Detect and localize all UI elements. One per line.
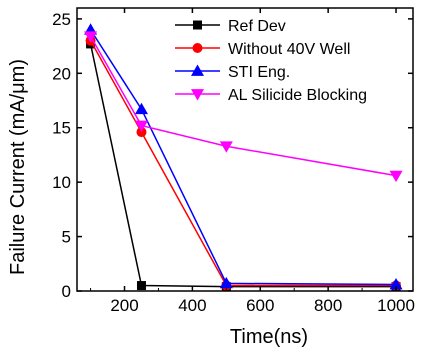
legend-label: AL Silicide Blocking — [228, 87, 367, 104]
legend-marker — [191, 89, 204, 101]
series-layer — [84, 23, 403, 292]
y-tick-label: 20 — [52, 64, 71, 83]
x-tick-label: 400 — [178, 296, 206, 315]
legend-item: Without 40V Well — [175, 41, 350, 58]
legend-label: Without 40V Well — [228, 41, 350, 58]
legend-label: Ref Dev — [228, 18, 286, 35]
x-tick-label: 800 — [314, 296, 342, 315]
series-line — [89, 40, 397, 287]
y-tick-label: 5 — [62, 228, 71, 247]
series-line — [89, 35, 397, 177]
x-axis-title: Time(ns) — [230, 326, 308, 348]
y-tick-label: 25 — [52, 10, 71, 29]
series-line — [89, 43, 397, 288]
series-2 — [84, 23, 403, 290]
data-point — [134, 102, 148, 115]
legend-marker — [192, 43, 203, 53]
y-tick-label: 10 — [52, 173, 71, 192]
plot-frame — [76, 7, 414, 292]
y-tick-label: 15 — [52, 119, 71, 138]
x-tick-label: 200 — [110, 296, 138, 315]
data-point — [219, 276, 233, 289]
series-line — [89, 29, 397, 286]
data-point — [219, 141, 233, 153]
legend-item: AL Silicide Blocking — [175, 87, 367, 104]
x-tick-label: 600 — [246, 296, 274, 315]
legend-item: Ref Dev — [175, 18, 286, 35]
y-tick-label: 0 — [62, 282, 71, 301]
data-point — [136, 281, 146, 291]
x-tick-label: 1000 — [377, 296, 415, 315]
legend-marker — [191, 64, 204, 76]
series-3 — [84, 31, 403, 183]
data-point — [389, 170, 403, 183]
legend-label: STI Eng. — [228, 64, 290, 81]
data-point — [389, 277, 403, 290]
legend-item: STI Eng. — [175, 64, 290, 81]
y-axis-title: Failure Current (mA/μm) — [7, 59, 29, 275]
data-point — [134, 120, 148, 133]
axes: 200 400 600 800 1000 0 5 10 15 20 25 — [52, 7, 415, 315]
data-point — [84, 31, 98, 43]
data-point — [136, 127, 147, 138]
legend-marker — [193, 20, 202, 30]
legend: Ref Dev Without 40V Well STI Eng. AL Silici… — [175, 18, 367, 104]
